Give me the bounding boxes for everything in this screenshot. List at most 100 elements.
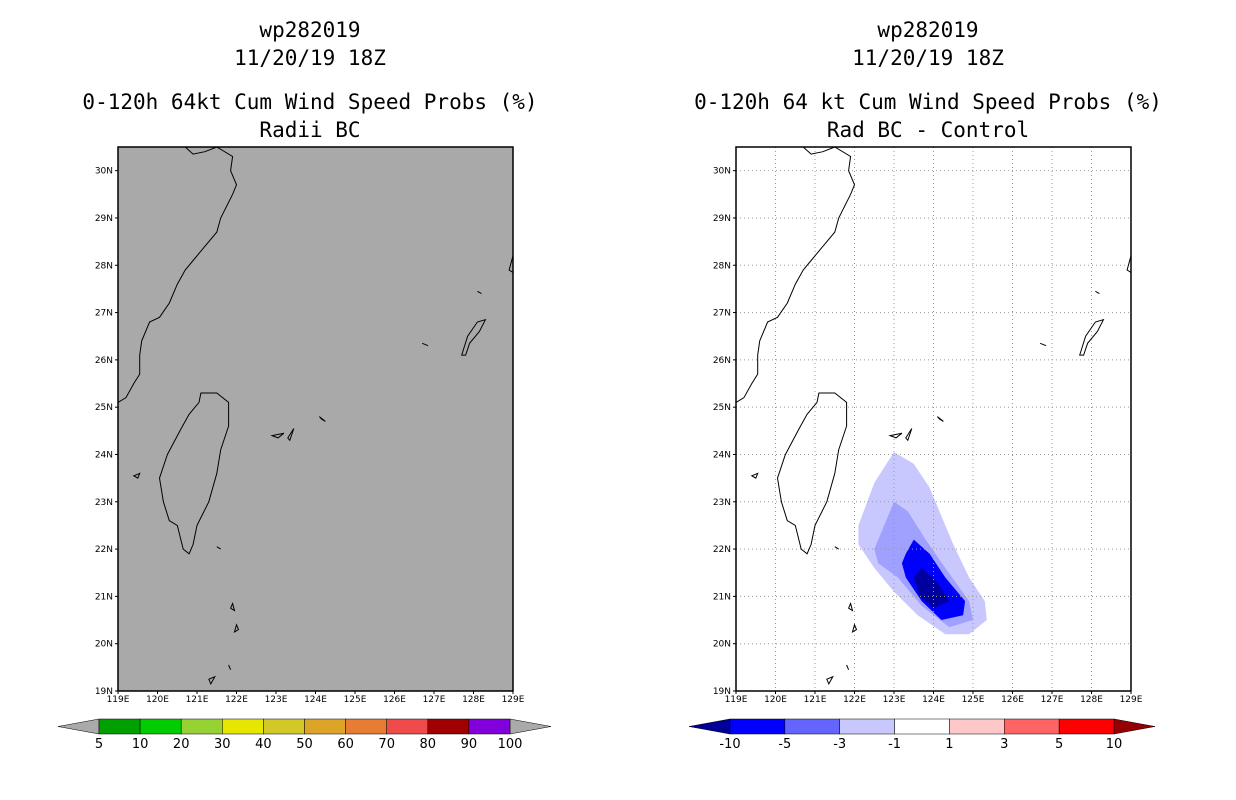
left-xtick-label: 124E — [304, 695, 327, 705]
right-ytick-label: 23N — [713, 498, 731, 508]
left-island — [228, 664, 232, 670]
left-colorbar-swatch — [263, 718, 305, 735]
right-ytick-label: 22N — [713, 545, 731, 555]
right-ytick-label: 26N — [713, 356, 731, 366]
left-chart-title: 0-120h 64kt Cum Wind Speed Probs (%) — [82, 90, 538, 114]
right-ytick-label: 19N — [713, 687, 731, 697]
left-island — [270, 432, 285, 439]
left-ytick-label: 20N — [95, 640, 113, 650]
left-ytick-label: 23N — [95, 498, 113, 508]
right-colorbar-label: 10 — [1106, 737, 1123, 752]
left-ytick-label: 19N — [95, 687, 113, 697]
right-chart-title: 0-120h 64 kt Cum Wind Speed Probs (%) — [694, 90, 1162, 114]
left-colorbar-swatch — [222, 718, 264, 735]
left-colorbar-label: 20 — [173, 737, 190, 752]
left-island — [132, 472, 141, 479]
right-xtick-label: 121E — [804, 695, 827, 705]
right-island — [846, 664, 850, 670]
left-island — [287, 428, 295, 442]
right-map — [736, 147, 1131, 691]
left-taiwan-coast — [158, 392, 230, 555]
left-colorbar-swatch — [180, 718, 223, 735]
right-island — [847, 601, 854, 612]
left-colorbar-swatch — [468, 718, 511, 735]
right-colorbar-swatch — [894, 718, 950, 735]
right-date: 11/20/19 18Z — [852, 46, 1004, 70]
left-map — [118, 147, 513, 686]
left-island — [461, 318, 487, 356]
right-colorbar-swatch — [729, 718, 786, 735]
right-xtick-label: 123E — [883, 695, 906, 705]
left-island — [216, 546, 221, 550]
right-xtick-label: 128E — [1080, 695, 1103, 705]
right-chart-subtitle: Rad BC - Control — [826, 118, 1030, 142]
right-xtick-label: 120E — [764, 695, 787, 705]
left-ytick-label: 27N — [95, 309, 113, 319]
right-colorbar-label: -5 — [778, 737, 791, 752]
left-island — [229, 601, 236, 612]
left-mainland-coast — [118, 147, 238, 403]
left-colorbar-label: 50 — [296, 737, 313, 752]
left-island — [319, 416, 326, 422]
left-island — [422, 342, 429, 347]
left-colorbar-label: 80 — [420, 737, 437, 752]
left-colorbar-swatch — [345, 718, 387, 735]
right-island — [1126, 255, 1131, 273]
right-island — [888, 432, 903, 439]
right-xtick-label: 119E — [725, 695, 748, 705]
left-ytick-label: 22N — [95, 545, 113, 555]
left-colorbar-swatch — [304, 718, 346, 735]
left-colorbar-label: 60 — [337, 737, 354, 752]
right-colorbar-label: 1 — [945, 737, 953, 752]
right-colorbar-label: 5 — [1055, 737, 1063, 752]
right-contour-3 — [913, 568, 950, 609]
right-colorbar-high-arrow — [1113, 718, 1156, 735]
right-island — [905, 428, 913, 442]
left-date: 11/20/19 18Z — [234, 46, 386, 70]
left-colorbar-swatch — [427, 718, 470, 735]
right-colorbar-label: 3 — [1000, 737, 1008, 752]
right-colorbar-swatch — [1058, 718, 1115, 735]
right-ytick-label: 20N — [713, 640, 731, 650]
right-colorbar-label: -1 — [888, 737, 901, 752]
left-xtick-label: 121E — [186, 695, 209, 705]
left-colorbar-high-arrow — [509, 718, 552, 735]
right-colorbar-low-arrow — [688, 718, 731, 735]
right-storm-id: wp282019 — [877, 18, 979, 42]
left-ytick-label: 26N — [95, 356, 113, 366]
left-colorbar-label: 40 — [255, 737, 272, 752]
left-island — [477, 290, 482, 295]
left-ytick-label: 30N — [95, 167, 113, 177]
right-ytick-label: 28N — [713, 261, 731, 271]
right-xtick-label: 126E — [1001, 695, 1024, 705]
left-colorbar-label: 30 — [214, 737, 231, 752]
left-xtick-label: 123E — [265, 695, 288, 705]
right-ytick-label: 30N — [713, 167, 731, 177]
left-storm-id: wp282019 — [259, 18, 361, 42]
right-ytick-label: 29N — [713, 214, 731, 224]
right-ytick-label: 24N — [713, 450, 731, 460]
right-ytick-label: 25N — [713, 403, 731, 413]
right-taiwan-coast — [776, 392, 848, 555]
left-colorbar-swatch — [98, 718, 141, 735]
right-mainland-coast — [736, 147, 856, 403]
right-xtick-label: 127E — [1041, 695, 1064, 705]
right-colorbar-label: -10 — [719, 737, 740, 752]
right-xtick-label: 124E — [922, 695, 945, 705]
right-island — [1040, 342, 1047, 347]
right-xtick-label: 125E — [962, 695, 985, 705]
left-chart-subtitle: Radii BC — [259, 118, 361, 142]
left-field — [118, 147, 513, 691]
right-ytick-label: 21N — [713, 592, 731, 602]
left-xtick-label: 128E — [462, 695, 485, 705]
right-xtick-label: 122E — [843, 695, 866, 705]
left-colorbar-swatch — [139, 718, 182, 735]
left-ytick-label: 25N — [95, 403, 113, 413]
left-xtick-label: 120E — [146, 695, 169, 705]
right-island — [826, 675, 834, 686]
left-xtick-label: 119E — [107, 695, 130, 705]
left-xtick-label: 125E — [344, 695, 367, 705]
left-colorbar-label: 90 — [461, 737, 478, 752]
left-ytick-label: 24N — [95, 450, 113, 460]
right-colorbar-label: -3 — [833, 737, 846, 752]
